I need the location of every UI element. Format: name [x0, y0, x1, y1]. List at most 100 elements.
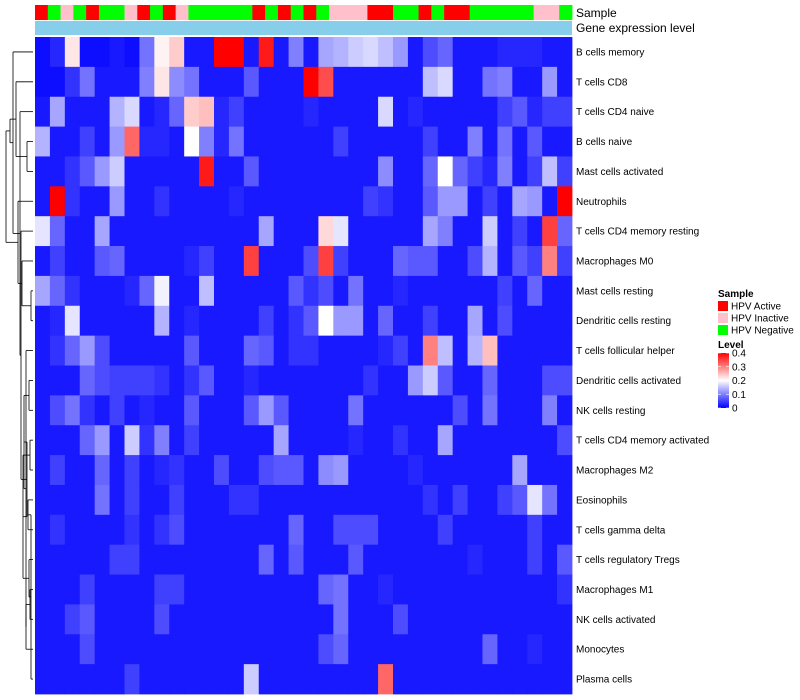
heatmap-cell: [542, 186, 558, 217]
heatmap-cell: [35, 544, 51, 575]
heatmap-cell: [124, 186, 140, 217]
heatmap-cell: [303, 186, 319, 217]
heatmap-cell: [228, 275, 245, 307]
heatmap-cell: [437, 37, 454, 68]
sample-annotation-cell: [35, 5, 49, 20]
heatmap-cell: [318, 455, 334, 486]
heatmap-cell: [467, 634, 483, 665]
heatmap-cell: [348, 216, 364, 247]
heatmap-cell: [452, 275, 468, 307]
heatmap-cell: [407, 484, 424, 516]
heatmap-cell: [348, 96, 364, 127]
heatmap-cell: [79, 514, 96, 546]
heatmap-cell: [228, 365, 245, 396]
heatmap-cell: [139, 156, 155, 187]
heatmap-cell: [407, 455, 424, 486]
heatmap-cell: [169, 484, 185, 516]
heatmap-cell: [288, 156, 304, 187]
heatmap-cell: [109, 455, 125, 486]
heatmap-cell: [273, 484, 289, 516]
heatmap-cell: [482, 126, 498, 157]
heatmap-cell: [318, 305, 334, 337]
heatmap-cell: [303, 216, 319, 247]
heatmap-cell: [467, 395, 483, 426]
heatmap-cell: [512, 335, 528, 366]
heatmap-cell: [363, 126, 379, 157]
heatmap-cell: [154, 484, 170, 516]
heatmap-cell: [35, 634, 51, 665]
heatmap-cell: [64, 634, 81, 665]
heatmap-cell: [228, 126, 245, 157]
heatmap-cell: [303, 455, 319, 486]
sample-annotation-cell: [265, 5, 279, 20]
heatmap-cell: [258, 634, 275, 665]
sample-annotation-bar: [35, 5, 573, 20]
heatmap-cell: [527, 664, 543, 695]
sample-annotation-cell: [393, 5, 407, 20]
row-label: NK cells resting: [576, 406, 645, 417]
heatmap-cell: [94, 574, 110, 605]
heatmap-cell: [109, 96, 125, 127]
heatmap-cell: [557, 395, 573, 426]
sample-annotation-cell: [290, 5, 304, 20]
heatmap-cell: [482, 365, 498, 396]
heatmap-cell: [557, 275, 573, 307]
heatmap-cell: [378, 275, 394, 307]
sample-legend-swatch: [718, 313, 728, 323]
heatmap-cell: [318, 544, 334, 575]
heatmap-cell: [393, 514, 409, 546]
heatmap-cell: [243, 604, 260, 635]
heatmap-cell: [288, 126, 304, 157]
heatmap-cell: [557, 66, 573, 98]
heatmap-cell: [422, 246, 439, 277]
heatmap-cell: [542, 574, 558, 605]
heatmap-cell: [64, 664, 81, 695]
heatmap-cell: [318, 186, 334, 217]
heatmap-cell: [452, 455, 468, 486]
heatmap-cell: [124, 395, 140, 426]
heatmap-cell: [467, 514, 483, 546]
heatmap-cell: [35, 604, 51, 635]
heatmap-cell: [422, 455, 439, 486]
heatmap-cell: [527, 156, 543, 187]
heatmap-cell: [303, 544, 319, 575]
heatmap-cell: [333, 275, 349, 307]
sample-annotation-cell: [277, 5, 292, 20]
heatmap-cell: [228, 574, 245, 605]
sample-legend-title: Sample: [718, 289, 754, 300]
heatmap-cell: [378, 664, 394, 695]
heatmap-cell: [243, 305, 260, 337]
heatmap-cell: [243, 484, 260, 516]
heatmap-cell: [348, 634, 364, 665]
heatmap-cell: [214, 275, 230, 307]
heatmap-cell: [482, 66, 498, 98]
heatmap-cell: [49, 216, 66, 247]
heatmap-cell: [333, 156, 349, 187]
heatmap-cell: [228, 514, 245, 546]
heatmap-cell: [49, 604, 66, 635]
heatmap-cell: [94, 96, 110, 127]
sample-annotation-cell: [60, 5, 74, 20]
heatmap-cell: [214, 335, 230, 366]
heatmap-cell: [318, 96, 334, 127]
heatmap-cell: [482, 305, 498, 337]
sample-legend-swatch: [718, 301, 728, 311]
heatmap-cell: [199, 544, 215, 575]
heatmap-cell: [35, 216, 51, 247]
heatmap-cell: [49, 634, 66, 665]
heatmap-cell: [527, 335, 543, 366]
heatmap-cell: [542, 455, 558, 486]
heatmap-cell: [378, 186, 394, 217]
heatmap-cell: [35, 664, 51, 695]
heatmap-cell: [393, 126, 409, 157]
heatmap-cell: [303, 604, 319, 635]
heatmap-cell: [109, 664, 125, 695]
heatmap-cell: [243, 126, 260, 157]
heatmap-cell: [258, 246, 275, 277]
heatmap-cell: [437, 216, 454, 247]
heatmap-cell: [124, 37, 140, 68]
heatmap-cell: [452, 335, 468, 366]
heatmap-cell: [154, 305, 170, 337]
heatmap-cell: [243, 455, 260, 486]
heatmap-cell: [557, 305, 573, 337]
